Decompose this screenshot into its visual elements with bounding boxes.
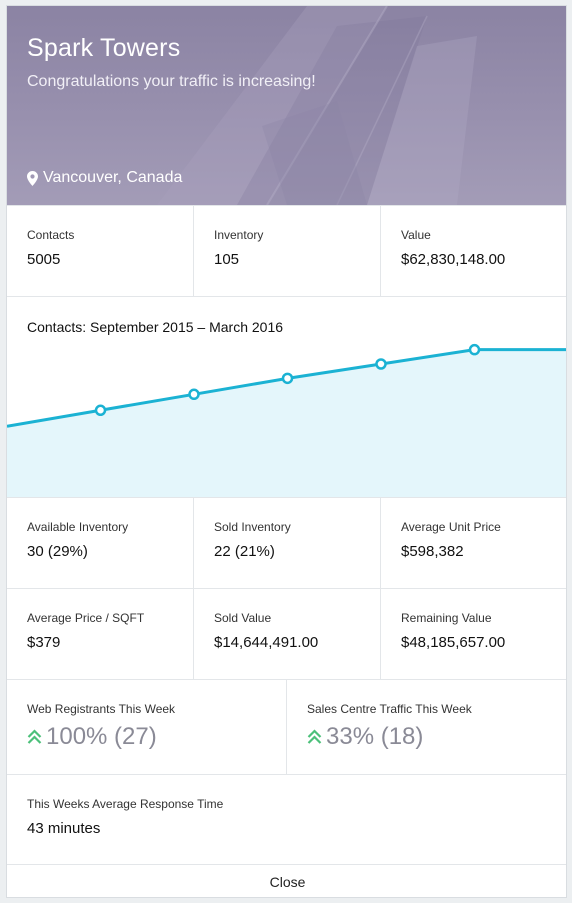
stat-value: $48,185,657.00	[401, 634, 506, 651]
close-button[interactable]: Close	[7, 864, 566, 897]
stat-sold-inventory: Sold Inventory 22 (21%)	[194, 498, 381, 588]
stat-value: $62,830,148.00	[401, 251, 506, 268]
stats-row-weekly: Web Registrants This Week 100% (27) Sale…	[7, 679, 566, 774]
stat-label: Contacts	[27, 228, 75, 242]
stat-label: Remaining Value	[401, 611, 492, 625]
stat-average-price-sqft: Average Price / SQFT $379	[7, 589, 194, 679]
double-chevron-up-icon	[27, 729, 42, 744]
stat-available-inventory: Available Inventory 30 (29%)	[7, 498, 194, 588]
stat-value: 5005	[27, 251, 61, 268]
page-title: Spark Towers	[27, 34, 181, 62]
stat-response-time: This Weeks Average Response Time 43 minu…	[7, 775, 566, 864]
stat-web-registrants: Web Registrants This Week 100% (27)	[7, 680, 287, 774]
stat-value: 105	[214, 251, 240, 268]
contacts-chart-svg	[7, 343, 566, 498]
page-subtitle: Congratulations your traffic is increasi…	[27, 73, 316, 90]
chart-point[interactable]	[188, 388, 200, 401]
stat-label: Value	[401, 228, 431, 242]
location-text: Vancouver, Canada	[43, 169, 183, 186]
stat-value: $598,382	[401, 543, 464, 560]
stat-value: 22 (21%)	[214, 543, 275, 560]
chart-title: Contacts: September 2015 – March 2016	[27, 319, 284, 335]
chart-point[interactable]	[281, 372, 294, 385]
stats-row-value: Average Price / SQFT $379 Sold Value $14…	[7, 588, 566, 679]
hero-banner: Spark Towers Congratulations your traffi…	[7, 6, 566, 205]
map-pin-icon	[27, 170, 38, 186]
stat-value: 33% (18)	[307, 723, 423, 751]
stats-row-inventory: Available Inventory 30 (29%) Sold Invent…	[7, 497, 566, 588]
chart-point[interactable]	[375, 358, 387, 370]
double-chevron-up-icon	[307, 729, 322, 744]
stat-label: This Weeks Average Response Time	[27, 797, 224, 811]
stat-value-text: 33% (18)	[326, 723, 424, 750]
stat-label: Sold Value	[214, 611, 272, 625]
stat-value-text: 100% (27)	[46, 723, 157, 750]
stat-value: $379	[27, 634, 61, 651]
stat-label: Sold Inventory	[214, 520, 291, 534]
stat-average-unit-price: Average Unit Price $598,382	[381, 498, 566, 588]
stat-value: 100% (27)	[27, 723, 157, 751]
stat-sold-value: Sold Value $14,644,491.00	[194, 589, 381, 679]
contacts-chart: Contacts: September 2015 – March 2016	[7, 296, 566, 498]
stat-inventory: Inventory 105	[194, 206, 381, 296]
stats-row-response: This Weeks Average Response Time 43 minu…	[7, 774, 566, 864]
chart-point[interactable]	[94, 404, 107, 417]
stat-value: $14,644,491.00	[214, 634, 319, 651]
stat-label: Average Unit Price	[401, 520, 501, 534]
stat-label: Web Registrants This Week	[27, 702, 176, 716]
location: Vancouver, Canada	[27, 169, 182, 187]
stat-label: Sales Centre Traffic This Week	[307, 702, 472, 716]
property-card: Spark Towers Congratulations your traffi…	[6, 5, 567, 898]
stat-label: Available Inventory	[27, 520, 129, 534]
stat-label: Average Price / SQFT	[27, 611, 145, 625]
chart-area-fill	[7, 349, 566, 498]
stat-value-total: Value $62,830,148.00	[381, 206, 566, 296]
chart-point[interactable]	[468, 343, 481, 356]
building-background-image	[157, 6, 477, 205]
stat-sales-centre-traffic: Sales Centre Traffic This Week 33% (18)	[287, 680, 566, 774]
stats-row-top: Contacts 5005 Inventory 105 Value $62,83…	[7, 205, 566, 296]
stat-remaining-value: Remaining Value $48,185,657.00	[381, 589, 566, 679]
stat-label: Inventory	[214, 228, 264, 242]
stat-value: 43 minutes	[27, 820, 101, 837]
stat-contacts: Contacts 5005	[7, 206, 194, 296]
stat-value: 30 (29%)	[27, 543, 88, 560]
